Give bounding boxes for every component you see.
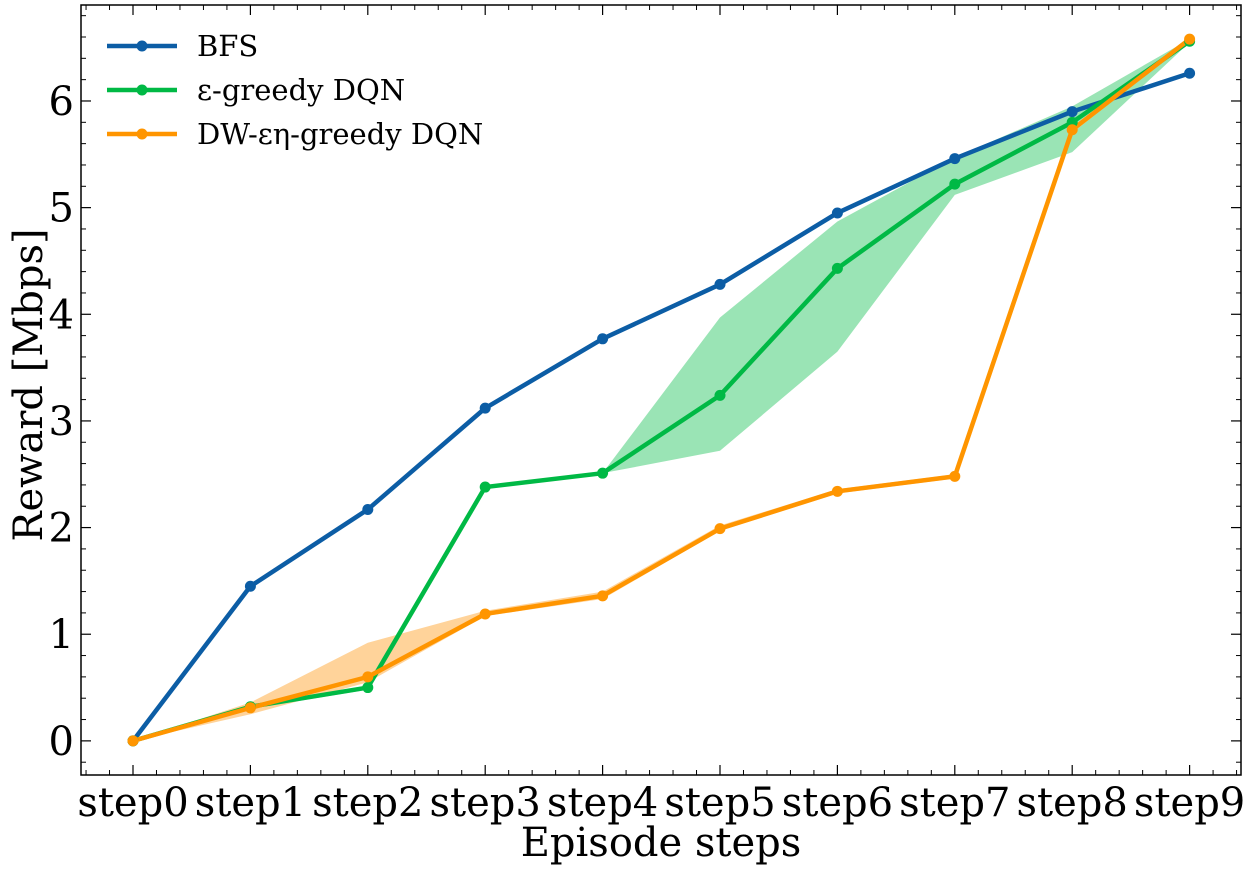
point-series-2-7 — [949, 470, 961, 482]
y-tick-label: 0 — [49, 719, 74, 765]
y-axis-title: Reward [Mbps] — [6, 228, 52, 541]
point-series-2-9 — [1184, 33, 1196, 45]
series-points — [127, 33, 1196, 747]
point-series-2-8 — [1066, 124, 1078, 136]
x-tick-label: step1 — [195, 780, 306, 826]
x-tick-labels: step0 step1 step2 step3 step4 step5 step6 step7… — [77, 780, 1245, 826]
x-tick-label: step4 — [547, 780, 658, 826]
point-series-0-6 — [831, 207, 843, 219]
band-series-1 — [133, 39, 1190, 741]
y-tick-label: 6 — [49, 79, 74, 125]
point-series-1-6 — [831, 262, 843, 274]
confidence-bands — [133, 38, 1190, 741]
x-tick-label: step6 — [782, 780, 893, 826]
point-series-0-4 — [597, 333, 609, 345]
legend: BFS ε-greedy DQN DW-εη-greedy DQN — [107, 29, 483, 151]
y-tick-label: 4 — [49, 292, 74, 338]
point-series-2-4 — [597, 590, 609, 602]
point-series-0-9 — [1184, 67, 1196, 79]
line-series-0 — [131, 71, 1191, 743]
x-tick-label: step3 — [430, 780, 541, 826]
y-tick-label: 5 — [49, 186, 74, 232]
point-series-1-4 — [597, 467, 609, 479]
point-series-1-5 — [714, 389, 726, 401]
point-series-0-7 — [949, 153, 961, 165]
line-series-2 — [132, 37, 1191, 744]
point-series-2-6 — [831, 485, 843, 497]
legend-marker-2 — [136, 128, 148, 140]
x-tick-label: step9 — [1134, 780, 1245, 826]
y-tick-label: 2 — [49, 506, 74, 552]
point-series-0-1 — [244, 580, 256, 592]
point-series-0-3 — [479, 402, 491, 414]
point-series-0-2 — [362, 503, 374, 515]
point-series-2-3 — [479, 608, 491, 620]
point-series-0-8 — [1066, 106, 1078, 118]
point-series-1-2 — [362, 682, 374, 694]
point-series-2-5 — [714, 523, 726, 535]
y-tick-labels: 0 1 2 3 4 5 6 — [49, 79, 74, 765]
plot-frame — [80, 4, 1242, 776]
point-series-0-5 — [714, 278, 726, 290]
y-tick-label: 1 — [49, 612, 74, 658]
x-axis-title: Episode steps — [521, 820, 802, 866]
x-tick-label: step2 — [312, 780, 423, 826]
point-series-1-7 — [949, 178, 961, 190]
legend-label-2: DW-εη-greedy DQN — [197, 117, 483, 151]
legend-label-0: BFS — [197, 29, 258, 63]
x-tick-label: step0 — [77, 780, 188, 826]
line-series-1 — [132, 39, 1191, 744]
legend-marker-1 — [136, 84, 148, 96]
series-lines — [131, 37, 1191, 744]
x-tick-label: step5 — [664, 780, 775, 826]
legend-marker-0 — [136, 40, 148, 52]
x-tick-label: step8 — [1017, 780, 1128, 826]
point-series-2-0 — [127, 735, 139, 747]
axis-ticks — [81, 5, 1241, 775]
legend-label-1: ε-greedy DQN — [197, 73, 405, 107]
y-tick-label: 3 — [49, 399, 74, 445]
point-series-2-1 — [244, 702, 256, 714]
point-series-1-3 — [479, 481, 491, 493]
point-series-2-2 — [362, 671, 374, 683]
x-tick-label: step7 — [899, 780, 1010, 826]
